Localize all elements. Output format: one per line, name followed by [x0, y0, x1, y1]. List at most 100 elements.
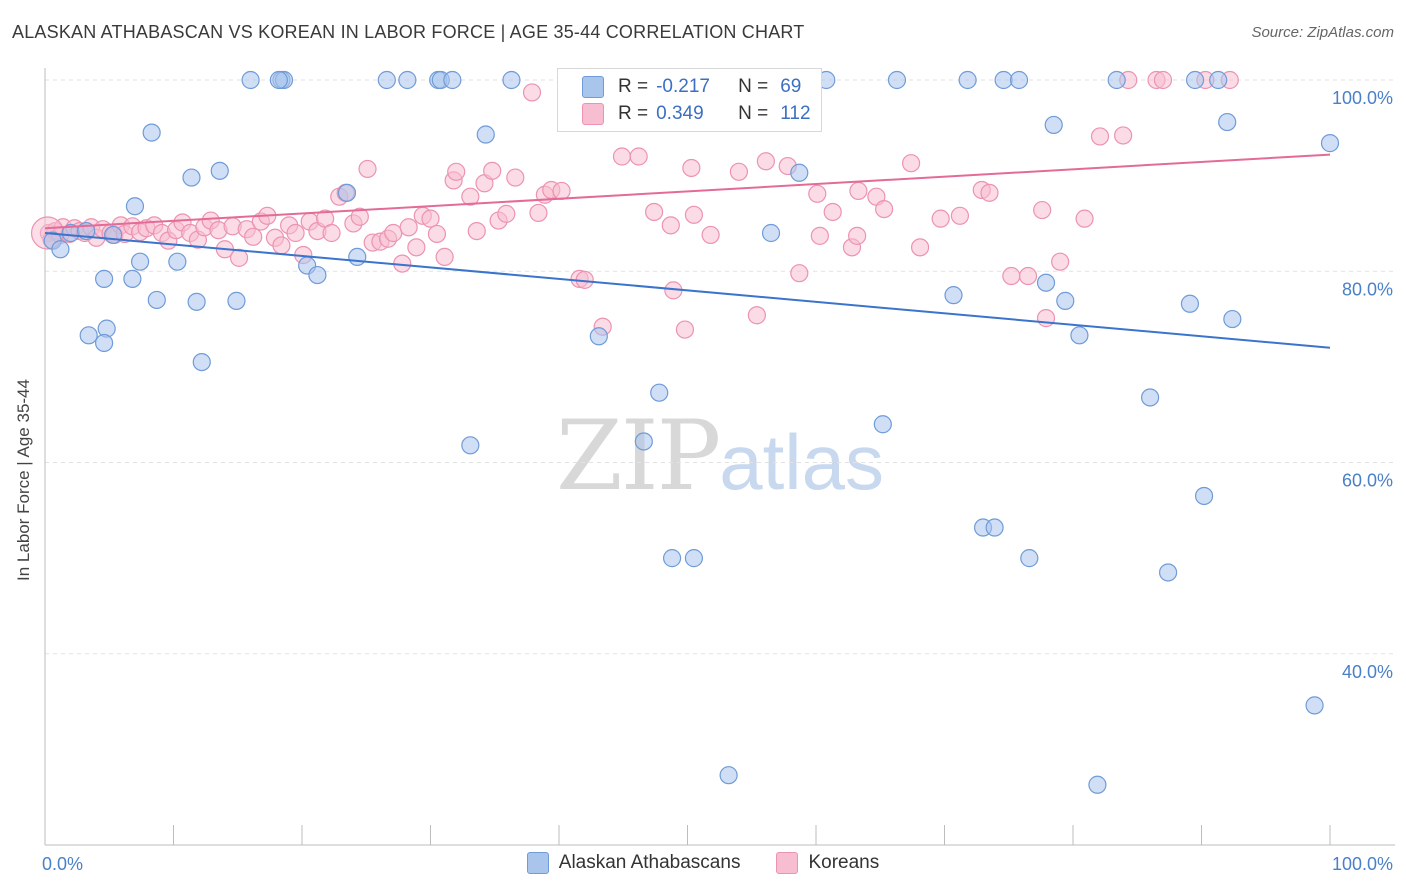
korean-point	[1114, 126, 1133, 145]
korean-point	[421, 209, 440, 228]
korean-point	[461, 187, 480, 206]
athabascan-point	[269, 70, 288, 90]
korean-point	[427, 224, 447, 244]
korean-point	[910, 238, 930, 257]
athabascan-point	[790, 163, 809, 182]
korean-point	[823, 202, 842, 222]
korean-point	[629, 147, 648, 166]
korean-point	[901, 154, 921, 173]
athabascan-point	[192, 352, 211, 372]
korean-point	[322, 223, 341, 243]
legend-swatch-blue	[582, 76, 604, 98]
korean-point	[1002, 266, 1021, 286]
legend-item-koreans: Koreans	[776, 852, 879, 874]
athabascan-point	[51, 240, 70, 259]
athabascan-point	[337, 183, 357, 202]
athabascan-point	[1070, 326, 1089, 345]
stats-legend: R = -0.217 N = 69 R = 0.349 N = 112	[557, 68, 822, 132]
korean-point	[1051, 252, 1070, 271]
athabascan-point	[168, 252, 187, 271]
korean-point	[1033, 200, 1052, 220]
athabascan-point	[95, 333, 114, 353]
athabascan-point	[1218, 112, 1237, 132]
athabascan-point	[502, 70, 521, 90]
legend-n-label: N =	[738, 103, 769, 124]
legend-swatch-blue	[526, 852, 549, 874]
korean-point	[729, 162, 749, 181]
athabascan-point	[958, 70, 977, 90]
korean-point	[756, 152, 775, 171]
athabascan-point	[1036, 273, 1056, 292]
legend-row-athabascan: R = -0.217 N = 69	[582, 75, 805, 99]
athabascan-point	[142, 123, 161, 142]
korean-point	[522, 83, 542, 102]
athabascan-point	[1305, 696, 1324, 715]
athabascan-point	[1056, 291, 1075, 310]
legend-n-value: 112	[780, 103, 811, 124]
athabascan-point	[79, 326, 98, 345]
y-tick-label: 80.0%	[1342, 279, 1393, 299]
athabascan-trend-line	[44, 232, 1331, 349]
korean-point	[286, 223, 305, 243]
korean-point	[684, 205, 704, 224]
athabascan-point	[1140, 388, 1160, 407]
korean-point	[497, 204, 516, 223]
legend-swatch-pink	[582, 103, 604, 125]
korean-point	[1036, 309, 1056, 328]
korean-point	[272, 236, 291, 255]
athabascan-point	[104, 225, 123, 245]
korean-point	[644, 202, 664, 222]
athabascan-point	[761, 223, 781, 243]
athabascan-point	[461, 436, 480, 455]
athabascan-point	[1185, 70, 1205, 90]
athabascan-point	[125, 197, 145, 216]
korean-point	[747, 306, 766, 325]
athabascan-point	[719, 766, 738, 785]
athabascan-point	[589, 327, 608, 346]
korean-point	[506, 168, 525, 187]
athabascan-point	[684, 549, 704, 568]
korean-point	[467, 221, 486, 241]
y-tick-label: 100.0%	[1332, 88, 1393, 108]
legend-r-value: 0.349	[656, 103, 704, 124]
korean-point	[701, 225, 720, 245]
korean-point	[529, 203, 548, 223]
axes	[44, 68, 1395, 846]
korean-point	[980, 183, 999, 202]
athabascan-point	[443, 70, 462, 90]
korean-point	[435, 247, 454, 267]
legend-n-value: 69	[780, 76, 802, 97]
korean-point	[384, 223, 403, 243]
y-tick-label: 60.0%	[1342, 471, 1393, 491]
legend-label: Koreans	[808, 852, 880, 873]
korean-point	[790, 264, 809, 283]
tick-labels: 40.0% 60.0% 80.0% 100.0% 0.0% 100.0%	[42, 88, 1393, 874]
korean-point	[1090, 127, 1110, 146]
legend-label: Alaskan Athabascans	[558, 852, 741, 873]
athabascan-point	[662, 549, 682, 568]
athabascan-point	[308, 265, 327, 285]
athabascan-point	[187, 292, 206, 311]
athabascan-point	[1088, 775, 1107, 794]
athabascan-point	[182, 168, 201, 187]
athabascan-point	[348, 247, 367, 267]
korean-point	[407, 238, 426, 257]
korean-point	[1153, 70, 1173, 90]
korean-point	[229, 248, 249, 267]
legend-r-value: -0.217	[656, 76, 710, 97]
legend-item-athabascans: Alaskan Athabascans	[526, 852, 741, 874]
korean-point	[447, 162, 466, 181]
athabascan-point	[1180, 294, 1200, 313]
source-label: Source: ZipAtlas.com	[1251, 24, 1394, 41]
x-tick-label: 100.0%	[1332, 854, 1393, 874]
athabascan-point	[634, 432, 653, 451]
athabascan-point	[130, 252, 150, 271]
korean-point	[675, 320, 695, 339]
chart-title: ALASKAN ATHABASCAN VS KOREAN IN LABOR FO…	[12, 22, 805, 42]
korean-trend-line	[44, 153, 1331, 230]
athabascan-point	[227, 291, 246, 310]
grid-lines	[45, 79, 1395, 655]
korean-point	[848, 226, 867, 245]
korean-point	[399, 218, 418, 237]
